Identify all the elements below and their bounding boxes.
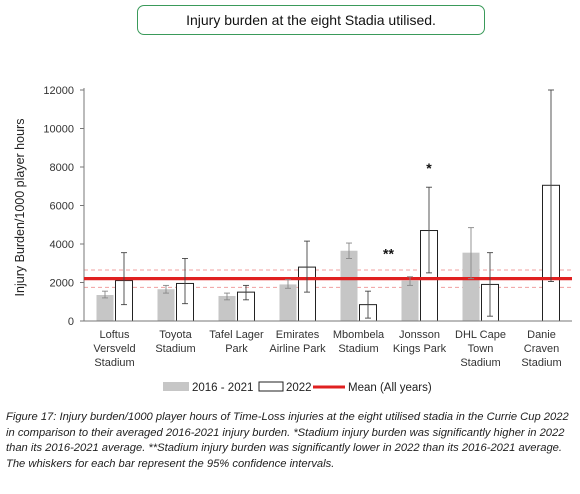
bar-2016-2021 <box>96 295 114 321</box>
y-tick-label: 2000 <box>50 278 74 290</box>
legend-label-2022: 2022 <box>286 382 312 394</box>
y-tick-label: 0 <box>68 316 74 328</box>
x-tick-label: Park <box>225 343 248 355</box>
whiskers <box>102 89 554 319</box>
significance-annotation: * <box>426 160 432 176</box>
legend: 2016 - 2021 2022 Mean (All years) <box>163 381 432 394</box>
y-tick-label: 10000 <box>43 124 74 136</box>
y-tick-label: 8000 <box>50 162 74 174</box>
y-tick-label: 6000 <box>50 201 74 213</box>
bar-2016-2021 <box>279 284 297 321</box>
x-tick-label: Craven <box>524 343 559 355</box>
y-tick-label: 4000 <box>50 239 74 251</box>
x-tick-label: Stadium <box>338 343 378 355</box>
x-tick-label: Versveld <box>93 343 135 355</box>
y-tick-label: 12000 <box>43 85 74 97</box>
significance-annotation: ** <box>383 246 394 262</box>
x-tick-label: Toyota <box>159 329 192 341</box>
x-axis-labels: Loftus Versveld Stadium Toyota Stadium Tafel … <box>93 329 561 369</box>
chart-title: Injury burden at the eight Stadia utilis… <box>137 5 485 35</box>
x-tick-label: Kings Park <box>393 343 447 355</box>
y-axis-title-text: Injury Burden/1000 player hours <box>13 119 27 297</box>
bar-2016-2021 <box>218 295 236 321</box>
x-tick-label: Stadium <box>460 357 500 369</box>
x-tick-label: Danie <box>527 329 556 341</box>
bar-2016-2021 <box>401 280 419 321</box>
legend-swatch-2016-2021 <box>163 382 189 391</box>
bar-2016-2021 <box>157 289 175 321</box>
legend-swatch-2022 <box>258 381 284 392</box>
y-axis-ticks: 0 2000 4000 6000 8000 10000 12000 <box>43 85 84 328</box>
x-tick-label: Emirates <box>276 329 320 341</box>
x-tick-label: Jonsson <box>399 329 440 341</box>
injury-burden-chart: Injury Burden/1000 player hours 0 2000 400… <box>13 85 572 394</box>
y-axis-title: Injury Burden/1000 player hours <box>13 119 27 297</box>
x-tick-label: Airline Park <box>269 343 326 355</box>
x-tick-label: DHL Cape <box>455 329 506 341</box>
x-tick-label: Mbombela <box>333 329 385 341</box>
x-tick-label: Stadium <box>521 357 561 369</box>
axes <box>83 88 572 322</box>
annotations: *** <box>383 160 432 262</box>
x-tick-label: Stadium <box>94 357 134 369</box>
x-tick-label: Loftus <box>100 329 130 341</box>
x-tick-label: Stadium <box>155 343 195 355</box>
figure-caption: Figure 17: Injury burden/1000 player hou… <box>6 411 569 470</box>
x-tick-label: Tafel Lager <box>209 329 264 341</box>
bar-2016-2021 <box>340 250 358 321</box>
bar-2016-2021 <box>462 252 480 321</box>
legend-label-2016-2021: 2016 - 2021 <box>192 382 253 394</box>
x-tick-label: Town <box>468 343 494 355</box>
legend-label-mean: Mean (All years) <box>348 382 432 394</box>
